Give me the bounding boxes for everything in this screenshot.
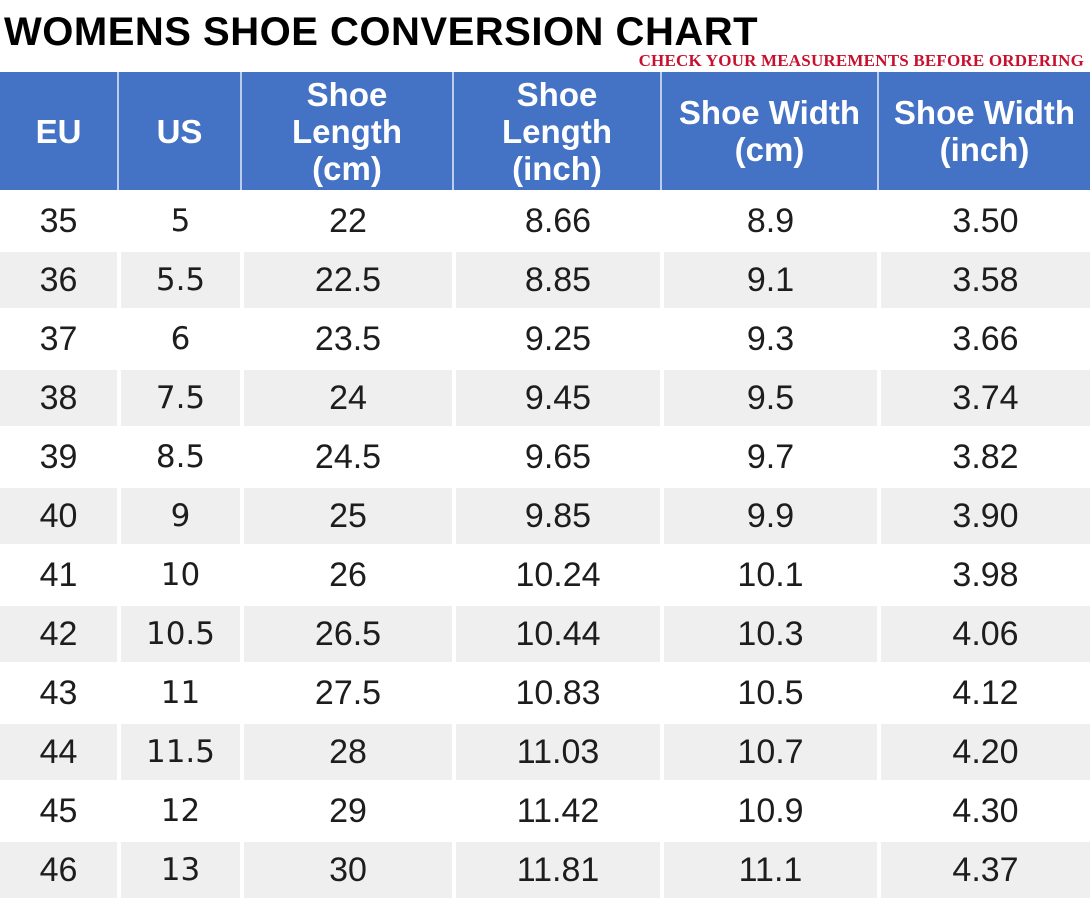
table-cell: 26.5 xyxy=(240,603,452,662)
table-cell: 9.25 xyxy=(452,308,660,367)
table-cell: 9.1 xyxy=(660,249,877,308)
page-title: WOMENS SHOE CONVERSION CHART xyxy=(4,10,759,54)
table-cell: 29 xyxy=(240,780,452,839)
table-cell: 8.9 xyxy=(660,190,877,249)
table-cell: 22.5 xyxy=(240,249,452,308)
table-cell: 10.83 xyxy=(452,662,660,721)
table-cell: 9.7 xyxy=(660,426,877,485)
table-cell: 4.30 xyxy=(877,780,1090,839)
table-cell: 3.50 xyxy=(877,190,1090,249)
table-cell: 4.37 xyxy=(877,839,1090,898)
table-cell: 10.5 xyxy=(117,603,240,662)
table-cell: 12 xyxy=(117,780,240,839)
header-block: WOMENS SHOE CONVERSION CHART CHECK YOUR … xyxy=(0,0,1090,72)
header-row: EU US Shoe Length (cm) Shoe Length (inch… xyxy=(0,72,1090,190)
table-cell: 3.58 xyxy=(877,249,1090,308)
table-cell: 10.24 xyxy=(452,544,660,603)
table-row: 40 9 25 9.85 9.9 3.90 xyxy=(0,485,1090,544)
table-cell: 10.9 xyxy=(660,780,877,839)
table-cell: 10.1 xyxy=(660,544,877,603)
table-cell: 46 xyxy=(0,839,117,898)
table-cell: 9.9 xyxy=(660,485,877,544)
table-cell: 11.81 xyxy=(452,839,660,898)
table-cell: 25 xyxy=(240,485,452,544)
header-cell-eu: EU xyxy=(0,72,117,190)
table-row: 45 12 29 11.42 10.9 4.30 xyxy=(0,780,1090,839)
table-row: 41 10 26 10.24 10.1 3.98 xyxy=(0,544,1090,603)
table-row: 42 10.5 26.5 10.44 10.3 4.06 xyxy=(0,603,1090,662)
table-cell: 3.90 xyxy=(877,485,1090,544)
table-cell: 10.3 xyxy=(660,603,877,662)
table-cell: 3.98 xyxy=(877,544,1090,603)
table-cell: 35 xyxy=(0,190,117,249)
table-cell: 22 xyxy=(240,190,452,249)
table-cell: 4.06 xyxy=(877,603,1090,662)
table-cell: 42 xyxy=(0,603,117,662)
table-cell: 9.45 xyxy=(452,367,660,426)
table-cell: 13 xyxy=(117,839,240,898)
table-cell: 8.85 xyxy=(452,249,660,308)
warning-text: CHECK YOUR MEASUREMENTS BEFORE ORDERING xyxy=(638,51,1084,70)
conversion-table: EU US Shoe Length (cm) Shoe Length (inch… xyxy=(0,72,1090,898)
table-cell: 10.44 xyxy=(452,603,660,662)
table-cell: 3.82 xyxy=(877,426,1090,485)
table-cell: 4.20 xyxy=(877,721,1090,780)
table-cell: 11.1 xyxy=(660,839,877,898)
table-row: 43 11 27.5 10.83 10.5 4.12 xyxy=(0,662,1090,721)
table-cell: 8.66 xyxy=(452,190,660,249)
table-cell: 9.5 xyxy=(660,367,877,426)
table-cell: 23.5 xyxy=(240,308,452,367)
table-cell: 36 xyxy=(0,249,117,308)
table-cell: 37 xyxy=(0,308,117,367)
table-cell: 24.5 xyxy=(240,426,452,485)
table-cell: 10.7 xyxy=(660,721,877,780)
table-cell: 11.42 xyxy=(452,780,660,839)
table-cell: 5.5 xyxy=(117,249,240,308)
table-body: 35 5 22 8.66 8.9 3.50 36 5.5 22.5 8.85 9.1 3.58 37 6 2… xyxy=(0,190,1090,898)
table-cell: 11 xyxy=(117,662,240,721)
table-row: 44 11.5 28 11.03 10.7 4.20 xyxy=(0,721,1090,780)
table-row: 39 8.5 24.5 9.65 9.7 3.82 xyxy=(0,426,1090,485)
table-cell: 9 xyxy=(117,485,240,544)
header-cell-shoe-width-cm: Shoe Width (cm) xyxy=(660,72,877,190)
table-cell: 45 xyxy=(0,780,117,839)
table-cell: 38 xyxy=(0,367,117,426)
table-cell: 11.5 xyxy=(117,721,240,780)
table-cell: 43 xyxy=(0,662,117,721)
table-cell: 40 xyxy=(0,485,117,544)
table-cell: 26 xyxy=(240,544,452,603)
table-row: 36 5.5 22.5 8.85 9.1 3.58 xyxy=(0,249,1090,308)
table-cell: 24 xyxy=(240,367,452,426)
table-cell: 7.5 xyxy=(117,367,240,426)
table-cell: 11.03 xyxy=(452,721,660,780)
table-row: 46 13 30 11.81 11.1 4.37 xyxy=(0,839,1090,898)
table-cell: 27.5 xyxy=(240,662,452,721)
table-row: 37 6 23.5 9.25 9.3 3.66 xyxy=(0,308,1090,367)
table-cell: 3.74 xyxy=(877,367,1090,426)
table-cell: 5 xyxy=(117,190,240,249)
header-cell-shoe-length-cm: Shoe Length (cm) xyxy=(240,72,452,190)
table-cell: 4.12 xyxy=(877,662,1090,721)
table-row: 38 7.5 24 9.45 9.5 3.74 xyxy=(0,367,1090,426)
header-cell-shoe-length-inch: Shoe Length (inch) xyxy=(452,72,660,190)
table-cell: 9.65 xyxy=(452,426,660,485)
header-cell-us: US xyxy=(117,72,240,190)
table-cell: 9.85 xyxy=(452,485,660,544)
table-cell: 39 xyxy=(0,426,117,485)
table-cell: 30 xyxy=(240,839,452,898)
table-row: 35 5 22 8.66 8.9 3.50 xyxy=(0,190,1090,249)
table-cell: 3.66 xyxy=(877,308,1090,367)
table-cell: 8.5 xyxy=(117,426,240,485)
header-cell-shoe-width-inch: Shoe Width (inch) xyxy=(877,72,1090,190)
table-cell: 10.5 xyxy=(660,662,877,721)
table-cell: 9.3 xyxy=(660,308,877,367)
table-cell: 28 xyxy=(240,721,452,780)
table-cell: 6 xyxy=(117,308,240,367)
table-header: EU US Shoe Length (cm) Shoe Length (inch… xyxy=(0,72,1090,190)
table-cell: 44 xyxy=(0,721,117,780)
table-cell: 10 xyxy=(117,544,240,603)
table-cell: 41 xyxy=(0,544,117,603)
